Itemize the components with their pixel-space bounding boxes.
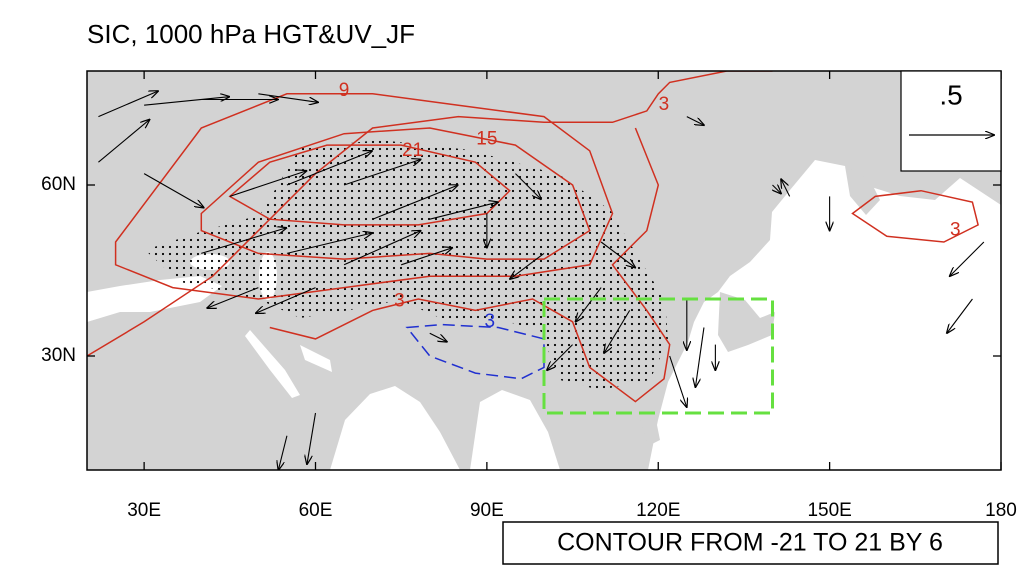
wind-vector bbox=[372, 185, 458, 220]
contour-label: 3 bbox=[950, 220, 961, 241]
data-layer: 3 3 9 15 21 3 3 bbox=[87, 71, 985, 470]
reference-vector: .5 bbox=[900, 70, 1002, 172]
contour-line bbox=[114, 93, 614, 300]
contour-line bbox=[87, 71, 773, 357]
contour-label: 15 bbox=[476, 128, 497, 149]
wind-vector bbox=[286, 151, 372, 186]
wind-vector bbox=[343, 231, 421, 266]
map-area: 3 3 9 15 21 3 3 bbox=[87, 71, 1001, 470]
contour-line bbox=[228, 144, 511, 226]
wind-vector bbox=[773, 185, 782, 194]
wind-vector bbox=[286, 233, 372, 254]
info-box bbox=[502, 521, 999, 565]
contour-line bbox=[200, 127, 591, 260]
wind-vector bbox=[695, 327, 705, 388]
y-tick-label: 30N bbox=[41, 345, 76, 366]
title: SIC, 1000 hPa HGT&UV_JF bbox=[87, 19, 415, 49]
contour-label: 3 bbox=[484, 311, 495, 332]
philippines bbox=[640, 415, 660, 446]
wind-vector bbox=[781, 179, 791, 197]
wind-vector bbox=[604, 310, 631, 353]
contour-line bbox=[851, 189, 979, 243]
x-tick-label: 150E bbox=[807, 500, 851, 521]
kamchatka bbox=[845, 166, 880, 215]
info-label: CONTOUR FROM -21 TO 21 BY 6 bbox=[557, 529, 943, 557]
wind-vector bbox=[98, 91, 158, 118]
wind-vector bbox=[429, 332, 447, 342]
wind-vector bbox=[576, 287, 602, 322]
region-box bbox=[542, 297, 774, 415]
bay-of-bengal bbox=[470, 390, 560, 470]
wind-vector bbox=[429, 202, 498, 220]
wind-vector bbox=[207, 287, 259, 308]
persian-gulf bbox=[300, 345, 332, 372]
x-tick-label: 90E bbox=[470, 500, 504, 521]
axes: 30E 60E 90E 120E 150E 180 30N 60N bbox=[41, 71, 1017, 521]
y-tick-label: 60N bbox=[41, 174, 76, 195]
contour-label: 9 bbox=[339, 80, 350, 101]
x-tick-label: 30E bbox=[127, 500, 161, 521]
arabian-sea bbox=[330, 386, 460, 470]
wind-vector bbox=[669, 355, 687, 407]
wind-vector bbox=[229, 171, 307, 197]
wind-vector bbox=[256, 287, 316, 314]
wind-vector bbox=[686, 116, 704, 126]
contour-label: 3 bbox=[659, 94, 670, 115]
wind-vector bbox=[510, 252, 545, 279]
red-sea bbox=[245, 330, 300, 398]
x-tick-label: 180 bbox=[985, 500, 1017, 521]
contour-label: 21 bbox=[402, 140, 423, 161]
plot-frame bbox=[86, 70, 1002, 471]
pacific-ocean bbox=[648, 160, 1001, 470]
wind-vector bbox=[143, 173, 204, 208]
wind-vector bbox=[950, 241, 985, 276]
japan bbox=[718, 292, 775, 352]
x-tick-label: 60E bbox=[299, 500, 333, 521]
wind-vector bbox=[343, 160, 421, 186]
x-tick-label: 120E bbox=[636, 500, 680, 521]
contour-line bbox=[405, 323, 545, 380]
reference-box bbox=[900, 70, 1002, 172]
mediterranean bbox=[87, 276, 222, 322]
contour-line bbox=[269, 127, 671, 403]
wind-vector bbox=[547, 344, 573, 371]
wind-vector bbox=[515, 173, 541, 200]
wind-vector bbox=[278, 435, 288, 470]
reference-label: .5 bbox=[939, 79, 962, 110]
wind-vector bbox=[307, 412, 317, 464]
wind-vector bbox=[258, 93, 318, 103]
wind-vector bbox=[947, 298, 973, 333]
contour-label: 3 bbox=[394, 290, 405, 311]
wind-vector bbox=[98, 120, 149, 163]
wind-vector bbox=[401, 248, 452, 266]
wind-vector bbox=[144, 97, 229, 106]
significance-stippling bbox=[145, 140, 668, 390]
wind-vector bbox=[600, 241, 635, 268]
wind-vector bbox=[201, 228, 286, 254]
